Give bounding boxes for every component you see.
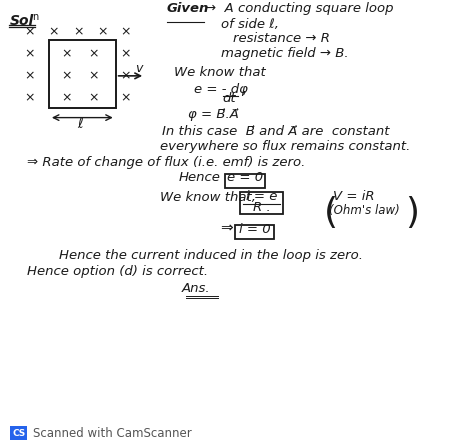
- Text: In this case  B⃗ and A⃗ are  constant: In this case B⃗ and A⃗ are constant: [162, 126, 389, 138]
- Text: ×: ×: [62, 69, 72, 82]
- Text: everywhere so flux remains constant.: everywhere so flux remains constant.: [160, 141, 410, 153]
- Bar: [235, 225, 274, 239]
- Text: Hence option (d) is correct.: Hence option (d) is correct.: [27, 265, 209, 278]
- Text: Hence: Hence: [178, 171, 220, 184]
- Text: ×: ×: [49, 26, 59, 38]
- Bar: [49, 40, 116, 108]
- Text: dt: dt: [222, 91, 236, 105]
- Text: i = e: i = e: [246, 190, 277, 203]
- Bar: [240, 192, 283, 214]
- Text: Ans.: Ans.: [182, 282, 210, 294]
- Text: resistance → R: resistance → R: [233, 32, 330, 45]
- Text: Hence the current induced in the loop is zero.: Hence the current induced in the loop is…: [59, 249, 363, 262]
- Text: →  A conducting square loop: → A conducting square loop: [205, 2, 393, 15]
- Text: (: (: [323, 196, 337, 230]
- Text: ×: ×: [120, 26, 131, 38]
- Text: n: n: [32, 12, 38, 22]
- Text: ×: ×: [24, 91, 35, 104]
- Text: ): ): [405, 196, 419, 230]
- Text: ×: ×: [24, 26, 35, 38]
- Text: Scanned with CamScanner: Scanned with CamScanner: [33, 427, 192, 440]
- Text: magnetic field → B.: magnetic field → B.: [220, 47, 348, 60]
- Bar: [226, 174, 264, 188]
- Text: ℓ: ℓ: [78, 117, 83, 130]
- Text: i = 0: i = 0: [239, 223, 271, 236]
- Text: v: v: [135, 62, 143, 75]
- Text: ×: ×: [88, 91, 99, 104]
- Text: We know that: We know that: [174, 66, 266, 79]
- Text: ×: ×: [88, 69, 99, 82]
- Text: ×: ×: [62, 91, 72, 104]
- Text: ⇒ Rate of change of flux (i.e. emf) is zero.: ⇒ Rate of change of flux (i.e. emf) is z…: [27, 156, 306, 169]
- Text: ×: ×: [120, 91, 131, 104]
- Text: ×: ×: [120, 69, 131, 82]
- Text: ×: ×: [62, 47, 72, 61]
- Text: ×: ×: [24, 47, 35, 61]
- Text: ×: ×: [73, 26, 84, 38]
- Text: ×: ×: [88, 47, 99, 61]
- Text: CS: CS: [12, 429, 25, 438]
- Text: R .: R .: [253, 201, 271, 214]
- Text: e = - dφ: e = - dφ: [194, 83, 248, 96]
- Text: φ = B⃗.A⃗: φ = B⃗.A⃗: [188, 107, 239, 121]
- Text: ⇒: ⇒: [220, 221, 233, 236]
- Text: Given: Given: [167, 2, 209, 15]
- Text: ×: ×: [24, 69, 35, 82]
- Text: of side ℓ,: of side ℓ,: [220, 18, 279, 31]
- Text: (Ohm's law): (Ohm's law): [329, 204, 400, 217]
- Text: Sol: Sol: [10, 14, 34, 28]
- Bar: [10, 426, 27, 440]
- Text: ,: ,: [242, 81, 247, 96]
- Text: We know that,: We know that,: [160, 191, 256, 204]
- Text: ×: ×: [98, 26, 108, 38]
- Text: e = 0: e = 0: [227, 171, 263, 184]
- Text: V = iR: V = iR: [333, 190, 375, 203]
- Text: ×: ×: [120, 47, 131, 61]
